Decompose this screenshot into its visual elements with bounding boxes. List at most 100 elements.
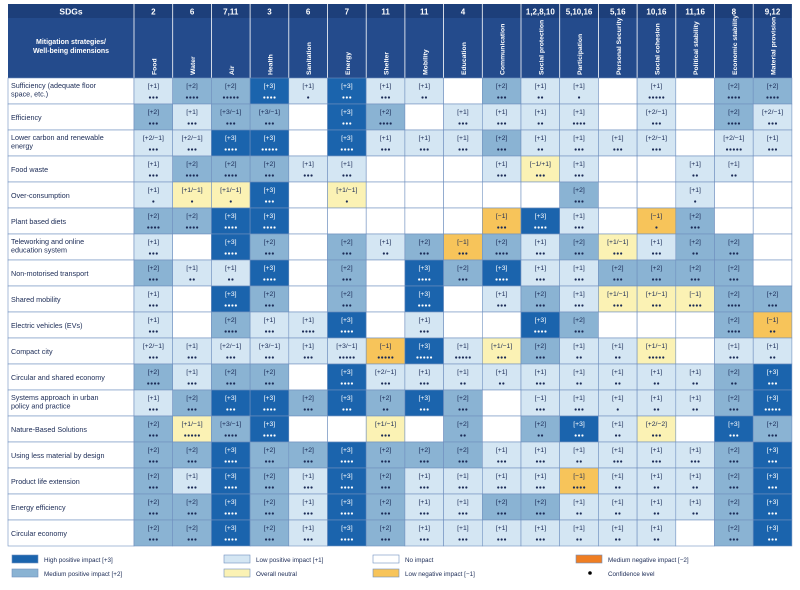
impact-score: [+1/−1]	[181, 421, 202, 428]
confidence-dot	[692, 174, 695, 177]
confidence-dot	[155, 486, 158, 489]
impact-cell	[675, 103, 715, 131]
confidence-dot	[539, 460, 542, 463]
impact-cell: [+1]	[520, 519, 561, 547]
confidence-dot	[774, 486, 778, 489]
confidence-dot	[266, 434, 269, 437]
impact-cell: [+2]	[443, 441, 483, 469]
confidence-dot	[226, 122, 229, 125]
impact-score: [+2]	[728, 499, 740, 506]
confidence-dot	[264, 304, 268, 307]
confidence-dot	[387, 434, 391, 437]
confidence-dot	[153, 382, 157, 385]
impact-score: [+3]	[225, 499, 237, 506]
confidence-dot	[539, 382, 542, 385]
impact-cell: [+1]	[636, 467, 677, 495]
impact-score: [+1]	[573, 499, 585, 506]
confidence-dot	[273, 278, 276, 281]
impact-cell: [+2/−1]	[636, 129, 677, 157]
impact-cell: [+1]	[481, 155, 522, 183]
confidence-dot	[307, 356, 310, 359]
confidence-dot	[231, 512, 234, 515]
confidence-dot	[581, 226, 584, 229]
confidence-dot	[310, 512, 313, 515]
impact-score: [+1]	[418, 135, 430, 142]
confidence-dot	[542, 408, 545, 411]
impact-score: [+1]	[457, 473, 469, 480]
table-row: Product life extension [+2] [+1] [+3] [+2] [+…	[7, 467, 793, 495]
impact-score: [+3]	[341, 109, 353, 116]
impact-cell: [+2]	[714, 77, 754, 105]
table-row: Teleworking and online education system [+…	[7, 233, 793, 261]
confidence-dot	[384, 434, 387, 437]
impact-score: [+3]	[341, 525, 353, 532]
confidence-dot	[461, 252, 465, 255]
confidence-dot	[349, 174, 352, 177]
impact-score: [−1]	[651, 213, 663, 220]
impact-cell: [+1]	[443, 103, 483, 131]
confidence-dot	[350, 486, 354, 489]
confidence-dot	[653, 408, 656, 411]
confidence-dot	[273, 434, 276, 437]
impact-cell: [+1]	[675, 467, 715, 495]
impact-cell: [−1]	[559, 467, 599, 495]
confidence-dot	[303, 408, 306, 411]
confidence-dot	[152, 330, 155, 333]
confidence-dot	[384, 486, 387, 489]
confidence-dot	[774, 460, 778, 463]
confidence-dot	[505, 278, 508, 281]
confidence-dot	[419, 148, 422, 151]
impact-cell: [+2]	[714, 103, 754, 131]
impact-cell: [+2]	[172, 207, 212, 235]
impact-score: [+2]	[341, 239, 353, 246]
impact-score: [+3]	[418, 265, 430, 272]
impact-cell: [+2]	[404, 441, 444, 469]
confidence-dot	[264, 174, 268, 177]
impact-score: [+2]	[573, 187, 585, 194]
confidence-dot	[535, 408, 539, 411]
impact-cell: [+1]	[481, 363, 522, 391]
impact-cell: [+1]	[172, 467, 212, 495]
impact-cell: [+1]	[636, 363, 677, 391]
confidence-dot	[387, 356, 391, 359]
impact-cell: [+3]	[211, 207, 251, 235]
confidence-dot	[577, 278, 581, 281]
confidence-dot	[234, 148, 237, 151]
impact-cell: [+1]	[675, 363, 715, 391]
confidence-dot	[731, 382, 734, 385]
impact-cell	[172, 233, 212, 261]
impact-cell	[675, 129, 715, 157]
impact-score: [+2]	[573, 317, 585, 324]
sdg-number: 3	[267, 8, 272, 17]
confidence-dot	[384, 148, 387, 151]
confidence-dot	[349, 122, 352, 125]
confidence-dot	[270, 226, 273, 229]
impact-cell: [+1]	[559, 493, 599, 521]
impact-score: [+3]	[264, 421, 276, 428]
impact-cell: [+2]	[520, 493, 561, 521]
confidence-dot	[234, 174, 237, 177]
confidence-dot	[148, 304, 152, 307]
impact-cell: [+1]	[172, 337, 212, 365]
confidence-dot	[620, 460, 623, 463]
confidence-dot	[768, 122, 771, 125]
impact-score: [+2]	[496, 499, 508, 506]
confidence-dot	[463, 382, 466, 385]
dimension-label: Communication	[500, 24, 507, 75]
confidence-dot	[192, 278, 195, 281]
impact-score: [+2]	[148, 525, 160, 532]
legend-item: Medium positive impact [+2]	[11, 568, 122, 578]
confidence-dot	[391, 356, 394, 359]
confidence-dot	[537, 226, 540, 229]
confidence-dot	[344, 486, 347, 489]
confidence-dot	[224, 512, 227, 515]
confidence-dot	[465, 148, 468, 151]
impact-cell: [+1]	[133, 155, 174, 183]
confidence-dot	[460, 382, 463, 385]
confidence-dot	[577, 96, 581, 99]
confidence-dot	[340, 382, 343, 385]
impact-cell: [+2/−1]	[133, 337, 174, 365]
confidence-dot	[185, 174, 189, 177]
confidence-dot	[307, 538, 310, 541]
